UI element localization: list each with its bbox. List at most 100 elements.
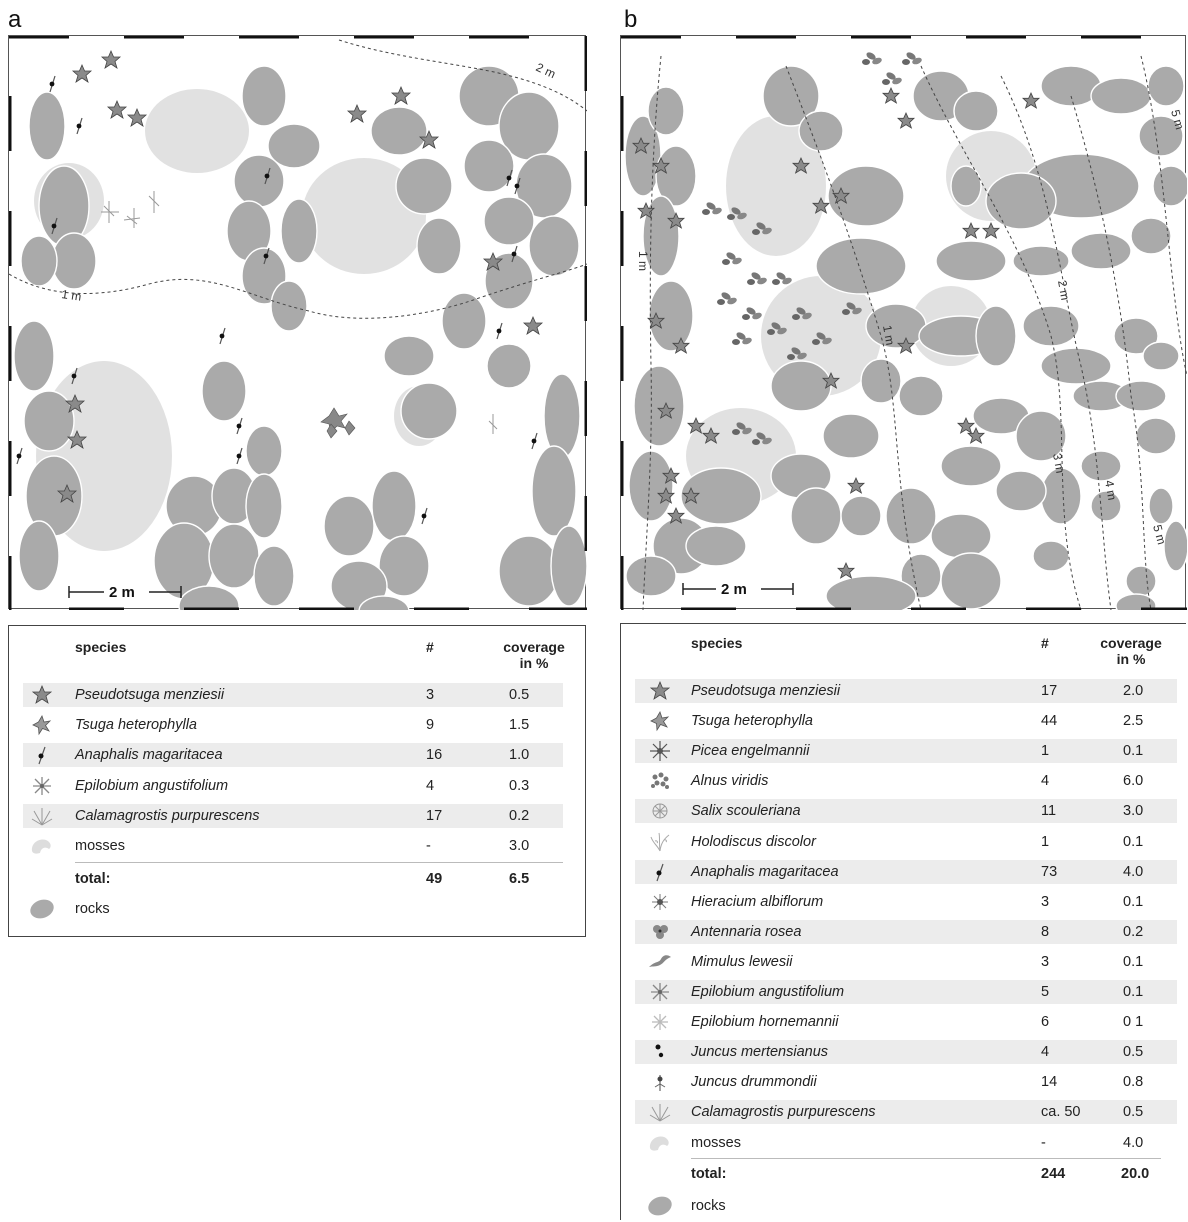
picea-icon: [647, 740, 673, 762]
panel-b-contour-label-3: 2 m: [1055, 279, 1072, 301]
panel-b-map-drawing: 1 m 1 m 2 m 3 m 4 m 5 m 5 m 2 m: [621, 36, 1187, 610]
species-name: Holodiscus discolor: [691, 833, 816, 850]
legend-a-total-row: total: 49 6.5: [9, 867, 569, 891]
species-count: 6: [1041, 1014, 1050, 1031]
legend-row: Anaphalis magaritacea 73 4.0: [635, 859, 1177, 884]
legend-a-header-species: species: [75, 639, 127, 655]
panel-a-legend: species # coverage in % Pseudotsuga menz…: [8, 625, 586, 937]
species-name: mosses: [691, 1134, 741, 1151]
species-count: 5: [1041, 984, 1050, 1000]
panel-a-contour-label-2: 2 m: [534, 60, 558, 81]
species-count: ca. 50: [1041, 1104, 1081, 1121]
legend-row: mosses - 3.0: [23, 834, 563, 858]
legend-a-total-rule: [75, 862, 563, 863]
species-coverage: 0.2: [1123, 923, 1144, 940]
rocks-icon: [647, 1195, 673, 1217]
species-count: 4: [1041, 773, 1050, 790]
species-name: Pseudotsuga menziesii: [75, 687, 225, 703]
species-coverage: 0.5: [1123, 1044, 1144, 1061]
panel-b-contour-label-5: 4 m: [1102, 479, 1119, 501]
panel-a-contours: [9, 39, 587, 319]
species-coverage: 3.0: [1123, 803, 1144, 820]
legend-row: Epilobium angustifolium 5 0.1: [635, 980, 1177, 1004]
mosses-icon: [29, 835, 55, 857]
species-name: Salix scouleriana: [691, 803, 801, 820]
legend-row: Epilobium angustifolium 4 0.3: [23, 774, 563, 798]
legend-a-total-label: total:: [75, 871, 111, 887]
calamagrostis-icon: [29, 805, 55, 827]
species-count: 17: [426, 807, 443, 824]
legend-a-header-count: #: [426, 639, 434, 655]
species-count: 1: [1041, 833, 1050, 850]
epilobium-icon: [29, 775, 55, 797]
legend-row: Anaphalis magaritacea 16 1.0: [23, 743, 563, 768]
species-coverage: 0.2: [509, 807, 530, 824]
species-count: 3: [1041, 953, 1050, 970]
species-count: 14: [1041, 1074, 1058, 1091]
species-coverage: 2.0: [1123, 683, 1144, 699]
species-coverage: 0.1: [1123, 984, 1144, 1000]
legend-row: Antennaria rosea 8 0.2: [635, 919, 1177, 944]
species-coverage: 1.5: [509, 717, 530, 734]
legend-row: Juncus drummondii 14 0.8: [635, 1070, 1177, 1094]
species-name: Hieracium albiflorum: [691, 893, 824, 910]
panel-a-plants: [16, 50, 543, 525]
species-name: Tsuga heterophylla: [75, 717, 197, 734]
species-coverage: 0.3: [509, 777, 530, 794]
species-coverage: 0.1: [1123, 833, 1144, 850]
legend-row: Salix scouleriana 11 3.0: [635, 799, 1177, 824]
legend-a-total-count: 49: [426, 871, 443, 887]
panel-a-map: 1 m 2 m 2 m: [8, 35, 587, 610]
species-name: mosses: [75, 838, 125, 854]
panel-b-contour-label-2: 1 m: [880, 324, 897, 346]
species-count: 17: [1041, 683, 1058, 699]
hieracium-icon: [647, 891, 673, 913]
tsuga-icon: [647, 710, 673, 732]
calamagrostis-icon: [647, 1101, 673, 1123]
antennaria-icon: [647, 921, 673, 943]
panel-b-rocks: [624, 65, 1187, 610]
epilobium-icon: [647, 981, 673, 1003]
panel-b-contour-label-6: 5 m: [1150, 523, 1169, 546]
species-name: Mimulus lewesii: [691, 953, 793, 970]
panel-b-contour-label-4: 3 m: [1050, 452, 1067, 474]
pseudotsuga-icon: [647, 680, 673, 702]
species-name: Epilobium angustifolium: [691, 984, 845, 1000]
legend-a-total-coverage: 6.5: [509, 871, 530, 887]
pseudotsuga-icon: [29, 684, 55, 706]
legend-row: Calamagrostis purpurescens ca. 50 0.5: [635, 1100, 1177, 1125]
species-coverage: 0.1: [1123, 743, 1144, 760]
legend-row: mosses - 4.0: [635, 1131, 1177, 1155]
species-coverage: 0.5: [509, 687, 530, 703]
juncus-drummondii-icon: [647, 1071, 673, 1093]
species-coverage: 0.1: [1123, 953, 1144, 970]
epilobium-hornemannii-icon: [647, 1011, 673, 1033]
legend-row: Holodiscus discolor 1 0.1: [635, 830, 1177, 854]
species-count: 11: [1041, 803, 1057, 820]
species-coverage: 0 1: [1123, 1014, 1144, 1031]
legend-b-header-coverage: coverage in %: [1100, 635, 1162, 667]
legend-a-header-coverage: coverage in %: [503, 639, 565, 671]
legend-row: Picea engelmannii 1 0.1: [635, 739, 1177, 764]
legend-row: Pseudotsuga menziesii 3 0.5: [23, 683, 563, 707]
species-count: 44: [1041, 713, 1058, 730]
legend-a-rocks-label: rocks: [75, 901, 110, 917]
species-name: Anaphalis magaritacea: [691, 863, 839, 880]
panel-a-rocks: [13, 65, 587, 610]
species-count: 1: [1041, 743, 1050, 760]
species-name: Calamagrostis purpurescens: [75, 807, 260, 824]
legend-a-rocks-row: rocks: [9, 897, 569, 921]
species-count: 3: [1041, 893, 1050, 910]
mosses-icon: [647, 1132, 673, 1154]
panel-a-contour-label-1: 1 m: [61, 287, 83, 304]
species-count: -: [1041, 1134, 1046, 1151]
legend-b-total-count: 244: [1041, 1166, 1066, 1182]
species-count: 4: [1041, 1044, 1050, 1061]
species-name: Epilobium hornemannii: [691, 1014, 839, 1031]
species-name: Antennaria rosea: [691, 923, 802, 940]
panel-a-scale-bar: [68, 586, 182, 598]
panel-a-letter: a: [8, 6, 22, 33]
anaphalis-icon: [29, 744, 55, 766]
legend-row: Tsuga heterophylla 9 1.5: [23, 713, 563, 737]
species-name: Anaphalis magaritacea: [75, 747, 223, 764]
